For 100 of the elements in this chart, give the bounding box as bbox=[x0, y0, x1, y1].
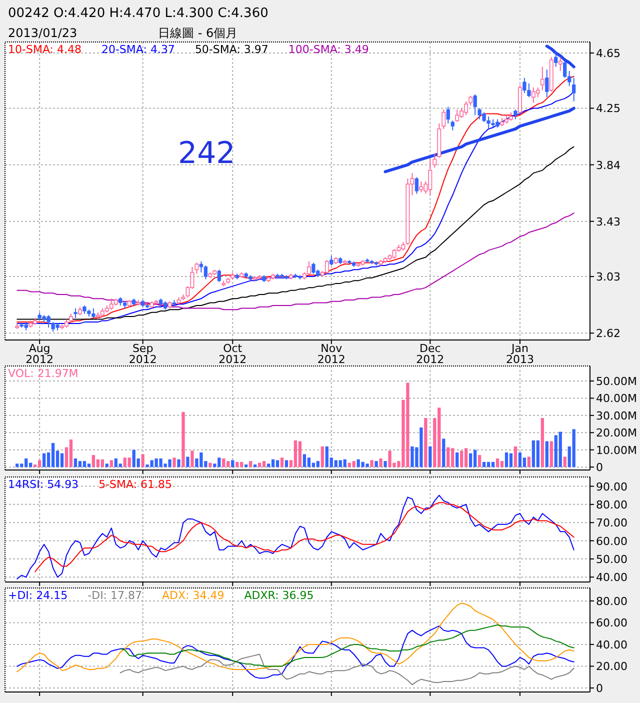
bar bbox=[460, 450, 464, 468]
candlestick bbox=[540, 66, 544, 91]
y-tick-label: 50.00 bbox=[596, 552, 628, 566]
y-tick-label: 50.00M bbox=[596, 374, 637, 388]
bar bbox=[249, 461, 252, 468]
bar bbox=[254, 464, 257, 468]
bar bbox=[222, 458, 226, 468]
annotation: 242 bbox=[178, 136, 236, 171]
bar bbox=[87, 464, 91, 468]
y-tick-label: 0 bbox=[596, 461, 603, 474]
bar bbox=[478, 455, 482, 468]
y-tick-label: 0 bbox=[596, 682, 603, 695]
bar bbox=[518, 452, 522, 468]
bar bbox=[182, 412, 185, 468]
bar bbox=[469, 453, 472, 468]
candlestick bbox=[545, 69, 549, 98]
text: 14RSI: 54.93 bbox=[8, 478, 79, 491]
bar bbox=[500, 461, 504, 468]
y-tick-label: 3.03 bbox=[596, 270, 620, 284]
candlestick bbox=[330, 255, 334, 266]
bar bbox=[482, 462, 486, 468]
line-series bbox=[16, 625, 574, 679]
candlestick bbox=[194, 262, 199, 274]
bar bbox=[100, 459, 104, 468]
y-tick-label: 4.65 bbox=[596, 47, 620, 60]
candlestick bbox=[468, 95, 473, 106]
y-tick-label: 70.00 bbox=[596, 516, 628, 530]
y-tick-label: 40.00M bbox=[596, 392, 637, 406]
x-tick-label: Jan 2013 bbox=[506, 342, 534, 366]
text: -DI: 17.87 bbox=[88, 589, 142, 602]
bar bbox=[244, 464, 248, 468]
candlestick bbox=[450, 120, 454, 131]
bar bbox=[298, 441, 302, 468]
bar bbox=[294, 440, 298, 468]
y-tick-label: 20.00 bbox=[596, 660, 628, 674]
y-tick-label: 40.00 bbox=[596, 571, 628, 584]
candlestick bbox=[514, 109, 518, 120]
chart-subtitle: 2013/01/23 bbox=[8, 26, 78, 40]
bar bbox=[78, 461, 82, 468]
line-series bbox=[120, 624, 574, 667]
bar bbox=[316, 461, 320, 468]
bar bbox=[456, 452, 459, 468]
candlestick bbox=[473, 94, 477, 116]
bar bbox=[172, 458, 176, 468]
candlestick bbox=[558, 56, 562, 72]
line-series bbox=[545, 44, 576, 68]
y-tick-label: 10.00M bbox=[596, 444, 637, 457]
bar bbox=[307, 458, 311, 468]
candlestick bbox=[414, 176, 419, 194]
y-tick-label: 90.00 bbox=[596, 480, 628, 494]
candlestick bbox=[199, 260, 204, 273]
bar bbox=[545, 441, 548, 468]
bar bbox=[276, 460, 280, 468]
bar bbox=[550, 441, 553, 468]
bar bbox=[284, 460, 288, 468]
line-series bbox=[384, 106, 576, 174]
bar bbox=[374, 461, 378, 468]
candlestick bbox=[74, 308, 78, 318]
bar bbox=[280, 458, 284, 468]
bar bbox=[110, 460, 113, 468]
bar bbox=[51, 442, 55, 468]
y-tick-label: 3.43 bbox=[596, 215, 620, 228]
bar bbox=[74, 458, 78, 468]
candlestick bbox=[442, 109, 446, 130]
text: 10-SMA: 4.48 bbox=[8, 43, 82, 56]
bar bbox=[128, 458, 131, 468]
bar bbox=[370, 460, 374, 468]
bar bbox=[16, 464, 19, 468]
bar bbox=[442, 438, 446, 468]
text: ADXR: 36.95 bbox=[244, 589, 314, 602]
bar bbox=[60, 453, 64, 468]
bar bbox=[491, 462, 495, 468]
bar bbox=[105, 464, 108, 468]
candlestick bbox=[324, 259, 329, 274]
bar bbox=[141, 454, 144, 468]
text: VOL: 21.97M bbox=[8, 367, 78, 380]
y-tick-label: 80.00 bbox=[596, 498, 628, 512]
candlestick bbox=[306, 260, 311, 276]
bar bbox=[424, 418, 428, 468]
bar bbox=[186, 456, 190, 468]
candlestick bbox=[217, 269, 221, 283]
bar bbox=[262, 461, 266, 468]
bar bbox=[509, 453, 513, 468]
bar bbox=[540, 418, 544, 468]
text: 100-SMA: 3.49 bbox=[288, 43, 369, 56]
candlestick bbox=[204, 265, 208, 280]
y-tick-label: 60.00 bbox=[596, 534, 628, 548]
bar bbox=[271, 459, 275, 468]
line-series bbox=[16, 494, 574, 580]
y-tick-label: 20.00M bbox=[596, 426, 637, 440]
bar bbox=[446, 447, 450, 468]
y-tick-label: 30.00M bbox=[596, 409, 637, 422]
bar bbox=[428, 446, 432, 468]
line-series bbox=[120, 654, 574, 686]
bar bbox=[379, 458, 382, 468]
bar bbox=[486, 462, 490, 468]
bar bbox=[231, 460, 234, 468]
line-series bbox=[16, 602, 574, 672]
bar bbox=[536, 440, 540, 468]
chart-title: 00242 O:4.420 H:4.470 L:4.300 C:4.360 bbox=[8, 6, 268, 21]
